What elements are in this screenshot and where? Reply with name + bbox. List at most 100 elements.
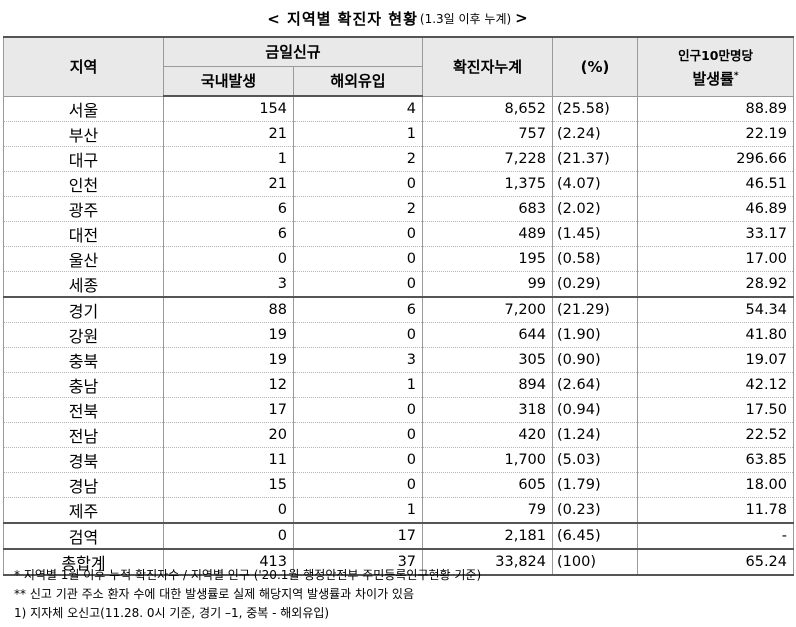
rate-cell: 17.00 (637, 246, 795, 272)
region-cell: 경북 (3, 447, 164, 473)
rate-cell: 46.51 (637, 171, 795, 197)
rate-cell: 17.50 (637, 397, 795, 423)
table-row: 전남 20 0 420 (1.24) 22.52 (3, 422, 795, 448)
table-row: 부산 21 1 757 (2.24) 22.19 (3, 121, 795, 147)
footnotes: * 지역별 1월 이후 누적 확진자수 / 지역별 인구 ('20.1월 행정안… (14, 566, 481, 623)
region-cell: 경남 (3, 472, 164, 498)
rate-cell: 22.19 (637, 121, 795, 147)
rate-cell: 46.89 (637, 196, 795, 222)
overseas-cell: 0 (292, 447, 424, 473)
overseas-cell: 6 (292, 296, 424, 323)
cumulative-cell: 1,375 (422, 171, 554, 197)
overseas-cell: 0 (292, 246, 424, 272)
region-cell: 대구 (3, 146, 164, 172)
percent-cell: (5.03) (552, 447, 639, 473)
table-row: 경남 15 0 605 (1.79) 18.00 (3, 472, 795, 498)
overseas-cell: 1 (292, 121, 424, 147)
header-percent: (%) (552, 36, 639, 97)
domestic-cell: 19 (163, 322, 294, 348)
rate-cell: 18.00 (637, 472, 795, 498)
overseas-cell: 17 (292, 522, 424, 550)
rate-cell: 42.12 (637, 372, 795, 398)
percent-cell: (2.64) (552, 372, 639, 398)
region-cell: 검역 (3, 522, 164, 550)
table-row: 충남 12 1 894 (2.64) 42.12 (3, 372, 795, 398)
table-row: 울산 0 0 195 (0.58) 17.00 (3, 246, 795, 272)
table-row: 충북 19 3 305 (0.90) 19.07 (3, 347, 795, 373)
cumulative-cell: 2,181 (422, 522, 554, 550)
title-subtitle: (1.3일 이후 누계) (419, 11, 512, 26)
domestic-cell: 0 (163, 522, 294, 550)
overseas-cell: 0 (292, 472, 424, 498)
region-cell: 광주 (3, 196, 164, 222)
cumulative-cell: 605 (422, 472, 554, 498)
rate-cell: 296.66 (637, 146, 795, 172)
overseas-cell: 2 (292, 196, 424, 222)
header-new-today: 금일신규 (162, 36, 424, 67)
domestic-cell: 1 (163, 146, 294, 172)
overseas-cell: 0 (292, 221, 424, 247)
title-end: > (515, 9, 529, 27)
rate-cell: 54.34 (637, 296, 795, 323)
region-cell: 인천 (3, 171, 164, 197)
percent-cell: (0.29) (552, 271, 639, 298)
header-per100k-line2: 발생률 (692, 69, 734, 88)
percent-cell: (21.37) (552, 146, 639, 172)
table-row: 세종 3 0 99 (0.29) 28.92 (3, 271, 795, 298)
cumulative-cell: 195 (422, 246, 554, 272)
overseas-cell: 1 (292, 372, 424, 398)
regional-cases-table: 지역 금일신규 확진자누계 (%) 인구10만명당 발생률* 국내발생 해외유입… (3, 36, 795, 576)
overseas-cell: 37 (292, 548, 424, 575)
rate-cell: 22.52 (637, 422, 795, 448)
cumulative-cell: 894 (422, 372, 554, 398)
cumulative-cell: 79 (422, 497, 554, 524)
table-row: 강원 19 0 644 (1.90) 41.80 (3, 322, 795, 348)
region-cell: 강원 (3, 322, 164, 348)
domestic-cell: 154 (163, 96, 294, 122)
footnote-3: 1) 지자체 오신고(11.28. 0시 기준, 경기 –1, 중복 - 해외유… (14, 606, 330, 620)
overseas-cell: 0 (292, 171, 424, 197)
table-row: 인천 21 0 1,375 (4.07) 46.51 (3, 171, 795, 197)
percent-cell: (0.90) (552, 347, 639, 373)
region-cell: 울산 (3, 246, 164, 272)
table-body: 서울 154 4 8,652 (25.58) 88.89 부산 21 1 757 (2.24) 22.… (3, 96, 795, 575)
overseas-cell: 0 (292, 271, 424, 298)
footnote-1: * 지역별 1월 이후 누적 확진자수 / 지역별 인구 ('20.1월 행정안… (14, 568, 482, 582)
domestic-cell: 12 (163, 372, 294, 398)
rate-cell: - (637, 522, 795, 550)
table-row: 서울 154 4 8,652 (25.58) 88.89 (3, 96, 795, 122)
domestic-cell: 0 (163, 497, 294, 524)
percent-cell: (25.58) (552, 96, 639, 122)
domestic-cell: 0 (163, 246, 294, 272)
cumulative-cell: 1,700 (422, 447, 554, 473)
domestic-cell: 19 (163, 347, 294, 373)
cumulative-cell: 683 (422, 196, 554, 222)
domestic-cell: 17 (163, 397, 294, 423)
cumulative-cell: 644 (422, 322, 554, 348)
overseas-cell: 0 (292, 322, 424, 348)
table-row: 전북 17 0 318 (0.94) 17.50 (3, 397, 795, 423)
percent-cell: (2.24) (552, 121, 639, 147)
header-per100k-line1: 인구10만명당 (678, 47, 753, 63)
percent-cell: (1.24) (552, 422, 639, 448)
cumulative-cell: 33,824 (422, 548, 554, 575)
header-domestic: 국내발생 (163, 65, 294, 97)
table-row: 경북 11 0 1,700 (5.03) 63.85 (3, 447, 795, 473)
percent-cell: (2.02) (552, 196, 639, 222)
header-per100k-mark: * (733, 70, 739, 81)
rate-cell: 11.78 (637, 497, 795, 524)
header-per100k: 인구10만명당 발생률* (637, 36, 795, 97)
region-cell: 대전 (3, 221, 164, 247)
region-cell: 전남 (3, 422, 164, 448)
region-cell: 전북 (3, 397, 164, 423)
percent-cell: (1.45) (552, 221, 639, 247)
overseas-cell: 3 (292, 347, 424, 373)
region-cell: 총합계 (3, 548, 164, 575)
header-region: 지역 (3, 36, 164, 97)
cumulative-cell: 99 (422, 271, 554, 298)
header-overseas: 해외유입 (292, 65, 424, 97)
footnote-2: ** 신고 기관 주소 환자 수에 대한 발생률로 실제 해당지역 발생률과 차… (14, 587, 415, 601)
table-row: 광주 6 2 683 (2.02) 46.89 (3, 196, 795, 222)
domestic-cell: 21 (163, 171, 294, 197)
table-row: 검역 0 17 2,181 (6.45) - (3, 522, 795, 550)
